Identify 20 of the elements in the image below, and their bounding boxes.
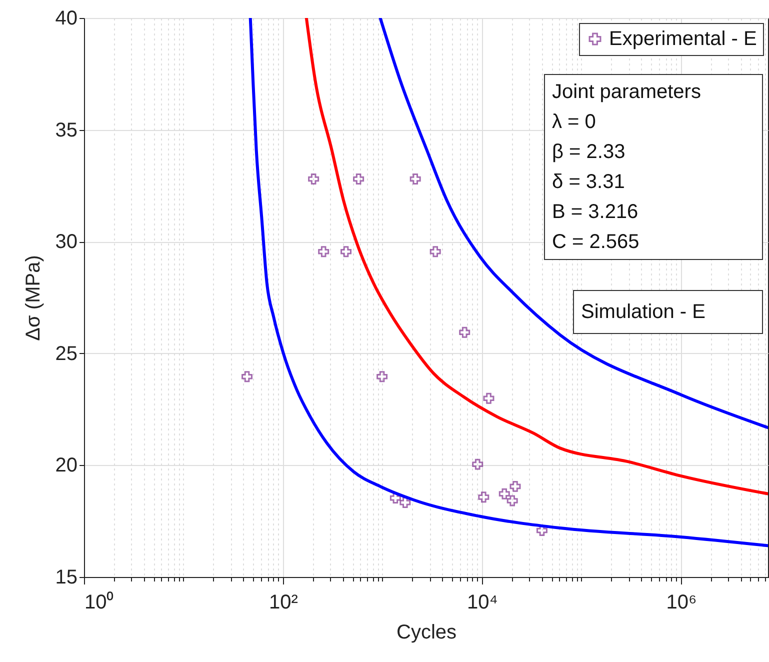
y-tick-label: 15	[55, 566, 78, 588]
x-tick-label: 10⁶	[666, 592, 697, 614]
annotation: Joint parameters	[552, 80, 702, 105]
x-tick-label: 10⁴	[467, 592, 498, 614]
text-box: Simulation - E	[573, 290, 763, 334]
x-axis-title: Cycles	[396, 622, 457, 644]
x-tick-label: 10²	[269, 592, 298, 614]
x-tick-label: 10⁰	[84, 590, 114, 614]
annotation: λ = 0	[552, 110, 597, 135]
annotation: δ = 3.31	[552, 170, 626, 195]
y-tick-label: 35	[55, 119, 78, 142]
y-tick-label: 20	[55, 454, 78, 477]
y-tick-label: 25	[55, 342, 78, 365]
annotation: C = 2.565	[552, 230, 640, 255]
annotation: B = 3.216	[552, 200, 640, 225]
y-axis-title: Δσ (MPa)	[22, 255, 44, 341]
legend-label: Experimental - E	[609, 28, 757, 50]
y-tick-label: 30	[55, 231, 78, 254]
y-tick-label: 40	[55, 8, 78, 30]
annotation: β = 2.33	[552, 140, 626, 165]
